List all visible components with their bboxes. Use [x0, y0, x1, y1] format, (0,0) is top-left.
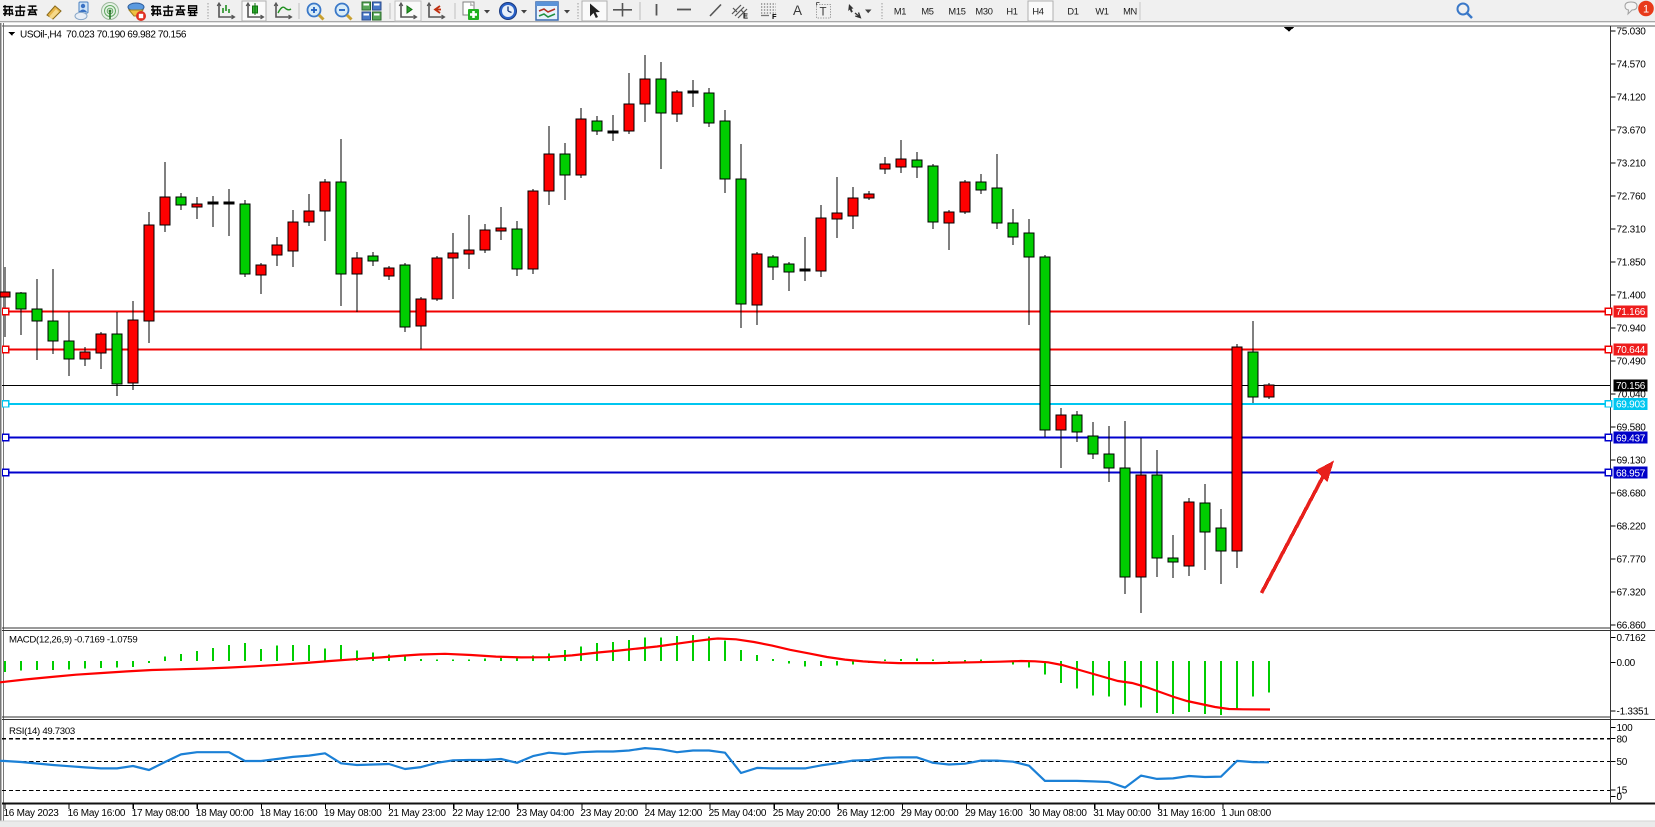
svg-text:A: A: [793, 3, 802, 18]
svg-text:15: 15: [1617, 786, 1628, 797]
svg-text:70.490: 70.490: [1617, 357, 1647, 368]
svg-text:69.130: 69.130: [1617, 456, 1647, 467]
svg-text:69.580: 69.580: [1617, 423, 1647, 434]
svg-text:73.210: 73.210: [1617, 159, 1647, 170]
svg-text:18 May 00:00: 18 May 00:00: [196, 808, 254, 819]
svg-text:71.166: 71.166: [1616, 307, 1646, 318]
svg-text:M30: M30: [975, 7, 992, 17]
svg-text:E: E: [743, 12, 748, 21]
svg-text:31 May 00:00: 31 May 00:00: [1093, 808, 1151, 819]
svg-text:68.220: 68.220: [1617, 522, 1647, 533]
svg-text:72.310: 72.310: [1617, 225, 1647, 236]
svg-text:0.00: 0.00: [1617, 658, 1636, 669]
svg-text:25 May 20:00: 25 May 20:00: [773, 808, 831, 819]
svg-text:M15: M15: [948, 7, 965, 17]
svg-text:26 May 12:00: 26 May 12:00: [837, 808, 895, 819]
svg-text:75.030: 75.030: [1617, 27, 1647, 38]
svg-text:70.644: 70.644: [1616, 345, 1646, 356]
svg-text:29 May 16:00: 29 May 16:00: [965, 808, 1023, 819]
svg-text:69.903: 69.903: [1616, 400, 1646, 411]
svg-text:1 Jun 08:00: 1 Jun 08:00: [1221, 808, 1271, 819]
svg-text:71.850: 71.850: [1617, 258, 1647, 269]
svg-text:M1: M1: [894, 7, 906, 17]
svg-text:50: 50: [1617, 757, 1628, 768]
svg-text:M5: M5: [921, 7, 933, 17]
svg-text:H4: H4: [1032, 7, 1043, 17]
svg-text:USOil-,H4 70.023 70.190 69.98: USOil-,H4 70.023 70.190 69.982 70.156: [20, 30, 187, 41]
svg-text:74.120: 74.120: [1617, 93, 1647, 104]
svg-text:69.437: 69.437: [1616, 433, 1646, 444]
svg-text:1: 1: [1643, 4, 1649, 16]
svg-text:MN: MN: [1123, 7, 1137, 17]
svg-text:H1: H1: [1006, 7, 1017, 17]
svg-text:16 May 16:00: 16 May 16:00: [68, 808, 126, 819]
svg-text:67.770: 67.770: [1617, 555, 1647, 566]
svg-text:70.156: 70.156: [1616, 381, 1646, 392]
svg-text:100: 100: [1617, 723, 1634, 734]
svg-text:29 May 00:00: 29 May 00:00: [901, 808, 959, 819]
svg-text:70.040: 70.040: [1617, 390, 1647, 401]
svg-text:19 May 08:00: 19 May 08:00: [324, 808, 382, 819]
svg-text:72.760: 72.760: [1617, 192, 1647, 203]
svg-text:67.320: 67.320: [1617, 588, 1647, 599]
svg-text:22 May 12:00: 22 May 12:00: [452, 808, 510, 819]
svg-text:T: T: [820, 7, 827, 19]
svg-text:23 May 20:00: 23 May 20:00: [580, 808, 638, 819]
svg-text:W1: W1: [1095, 7, 1108, 17]
svg-text:17 May 08:00: 17 May 08:00: [132, 808, 190, 819]
svg-text:-1.3351: -1.3351: [1617, 707, 1650, 718]
svg-text:30 May 08:00: 30 May 08:00: [1029, 808, 1087, 819]
svg-text:73.670: 73.670: [1617, 126, 1647, 137]
svg-text:RSI(14) 49.7303: RSI(14) 49.7303: [9, 726, 75, 737]
svg-text:23 May 04:00: 23 May 04:00: [516, 808, 574, 819]
svg-text:18 May 16:00: 18 May 16:00: [260, 808, 318, 819]
svg-text:31 May 16:00: 31 May 16:00: [1157, 808, 1215, 819]
svg-text:0: 0: [1617, 792, 1623, 803]
svg-text:66.860: 66.860: [1617, 621, 1647, 632]
svg-text:MACD(12,26,9) -0.7169 -1.0759: MACD(12,26,9) -0.7169 -1.0759: [9, 635, 137, 646]
svg-text:68.680: 68.680: [1617, 489, 1647, 500]
svg-text:F: F: [772, 12, 777, 21]
svg-text:D1: D1: [1067, 7, 1078, 17]
svg-text:25 May 04:00: 25 May 04:00: [709, 808, 767, 819]
svg-text:68.957: 68.957: [1616, 468, 1646, 479]
svg-text:74.570: 74.570: [1617, 60, 1647, 71]
svg-text:70.940: 70.940: [1617, 324, 1647, 335]
svg-text:0.7162: 0.7162: [1617, 633, 1647, 644]
svg-text:24 May 12:00: 24 May 12:00: [645, 808, 703, 819]
svg-text:16 May 2023: 16 May 2023: [4, 808, 60, 819]
svg-text:21 May 23:00: 21 May 23:00: [388, 808, 446, 819]
svg-text:71.400: 71.400: [1617, 291, 1647, 302]
svg-text:80: 80: [1617, 734, 1628, 745]
